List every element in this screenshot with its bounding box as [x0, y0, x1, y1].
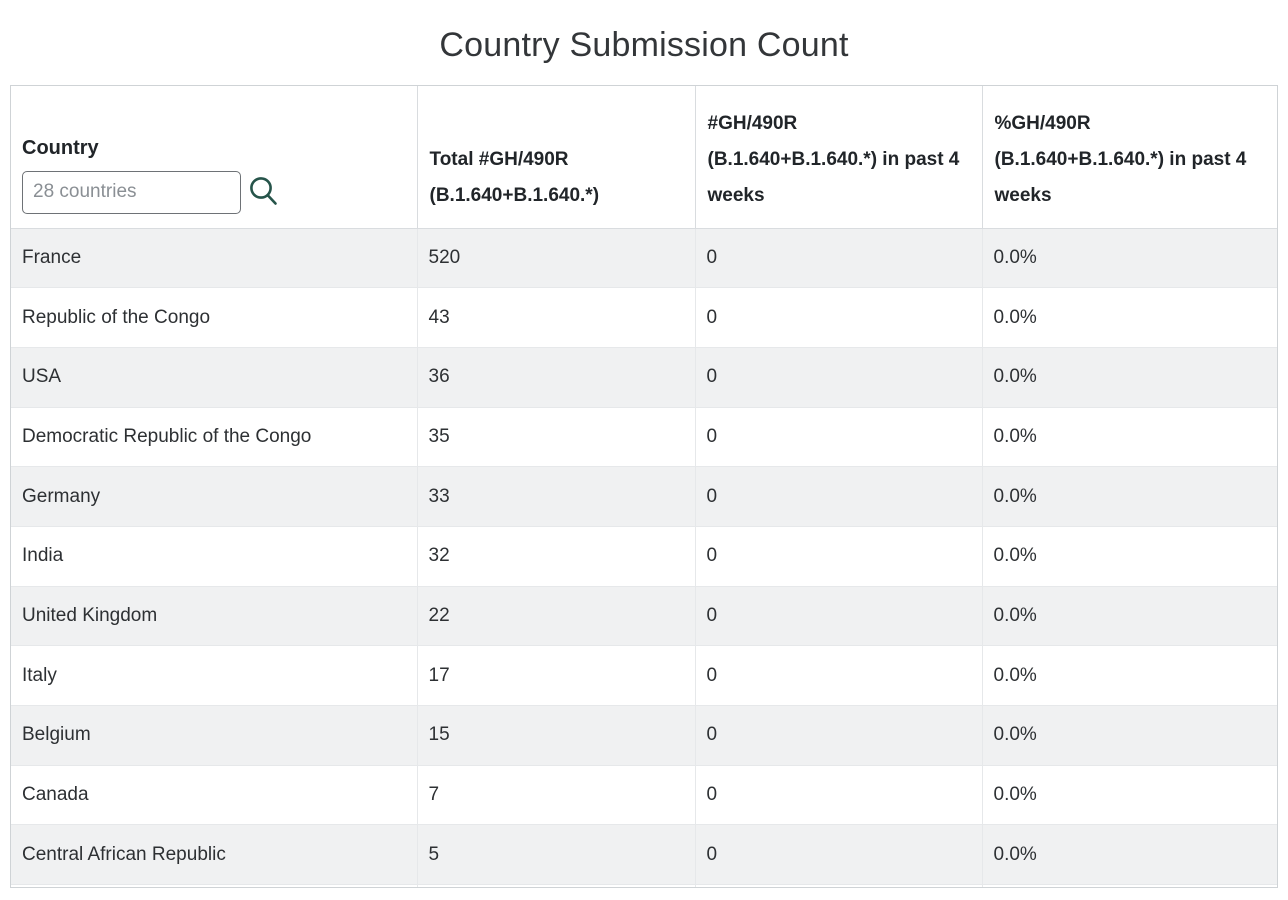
- table-header: Country Total #GH/49: [11, 86, 1277, 229]
- past4weeks-percent-cell: 0.0%: [981, 525, 1277, 587]
- country-column-label: Country: [22, 136, 99, 159]
- table-row: Germany 33 0 0.0%: [11, 466, 1277, 527]
- past4weeks-percent-cell: 0.0%: [981, 645, 1277, 706]
- table-row: India 32 0 0.0%: [11, 525, 1277, 587]
- past4weeks-percent-cell: 0.0%: [981, 346, 1277, 408]
- column-header-total: Total #GH/490R (B.1.640+B.1.640.*): [416, 86, 695, 229]
- page-title: Country Submission Count: [439, 26, 849, 64]
- table-row: France 520 0 0.0%: [11, 227, 1277, 288]
- past4weeks-count-cell: 0: [694, 764, 982, 825]
- total-count-cell: 36: [416, 346, 695, 408]
- table-row: Belgium 15 0 0.0%: [11, 705, 1277, 766]
- country-cell: Republic of the Congo: [11, 287, 417, 348]
- country-cell: USA: [11, 346, 417, 408]
- past4weeks-count-cell: 0: [694, 585, 982, 646]
- total-count-cell: 35: [416, 406, 695, 467]
- table-row: Democratic Republic of the Congo 35 0 0.…: [11, 406, 1277, 467]
- country-submission-table: Country Total #GH/49: [11, 86, 1277, 887]
- total-count-cell: 520: [416, 227, 695, 288]
- past4weeks-count-cell: 0: [694, 824, 982, 885]
- country-cell: Germany: [11, 466, 417, 527]
- past4weeks-percent-cell: 0.0%: [981, 227, 1277, 288]
- column-header-past4weeks-percent: %GH/490R (B.1.640+B.1.640.*) in past 4 w…: [981, 86, 1277, 229]
- past4weeks-count-cell: 0: [694, 227, 982, 288]
- country-cell: France: [11, 227, 417, 288]
- past4weeks-percent-cell: 0.0%: [981, 287, 1277, 348]
- past4weeks-percent-cell: 0.0%: [981, 764, 1277, 825]
- past4weeks-percent-cell: 0.0%: [981, 466, 1277, 527]
- table-row: Republic of the Congo 43 0 0.0%: [11, 287, 1277, 348]
- total-count-cell: 43: [416, 287, 695, 348]
- past4weeks-percent-cell: 0.0%: [981, 824, 1277, 885]
- country-search: [22, 170, 405, 214]
- table-body: France 520 0 0.0% Republic of the Congo …: [11, 227, 1277, 885]
- past4weeks-percent-cell: 0.0%: [981, 705, 1277, 766]
- past4weeks-percent-cell: 0.0%: [981, 406, 1277, 467]
- past4weeks-count-cell: 0: [694, 645, 982, 706]
- country-table-container: Country Total #GH/49: [10, 85, 1278, 888]
- country-cell: Democratic Republic of the Congo: [11, 406, 417, 467]
- past4weeks-count-cell: 0: [694, 406, 982, 467]
- country-cell: India: [11, 525, 417, 587]
- past4weeks-count-cell: 0: [694, 287, 982, 348]
- country-cell: United Kingdom: [11, 585, 417, 646]
- table-row: Italy 17 0 0.0%: [11, 645, 1277, 706]
- past4weeks-count-cell: 0: [694, 346, 982, 408]
- search-icon: [250, 177, 277, 205]
- table-row: Canada 7 0 0.0%: [11, 764, 1277, 825]
- table-row: United Kingdom 22 0 0.0%: [11, 585, 1277, 646]
- past4weeks-count-cell: 0: [694, 466, 982, 527]
- total-count-cell: 22: [416, 585, 695, 646]
- column-header-past4weeks-count: #GH/490R (B.1.640+B.1.640.*) in past 4 w…: [694, 86, 982, 229]
- total-count-cell: 17: [416, 645, 695, 706]
- country-cell: Belgium: [11, 705, 417, 766]
- total-count-cell: 5: [416, 824, 695, 885]
- partial-table-row: [11, 884, 1277, 887]
- search-button[interactable]: [246, 174, 282, 210]
- country-cell: Canada: [11, 764, 417, 825]
- table-row: USA 36 0 0.0%: [11, 346, 1277, 408]
- country-cell: Central African Republic: [11, 824, 417, 885]
- table-row: Central African Republic 5 0 0.0%: [11, 824, 1277, 885]
- past4weeks-count-cell: 0: [694, 705, 982, 766]
- total-count-cell: 33: [416, 466, 695, 527]
- column-header-country: Country: [11, 86, 417, 229]
- past4weeks-count-cell: 0: [694, 525, 982, 587]
- partial-row-cutoff: [11, 884, 1277, 887]
- total-count-cell: 15: [416, 705, 695, 766]
- past4weeks-percent-cell: 0.0%: [981, 585, 1277, 646]
- total-count-cell: 32: [416, 525, 695, 587]
- country-search-input[interactable]: [22, 170, 241, 214]
- total-count-cell: 7: [416, 764, 695, 825]
- country-cell: Italy: [11, 645, 417, 706]
